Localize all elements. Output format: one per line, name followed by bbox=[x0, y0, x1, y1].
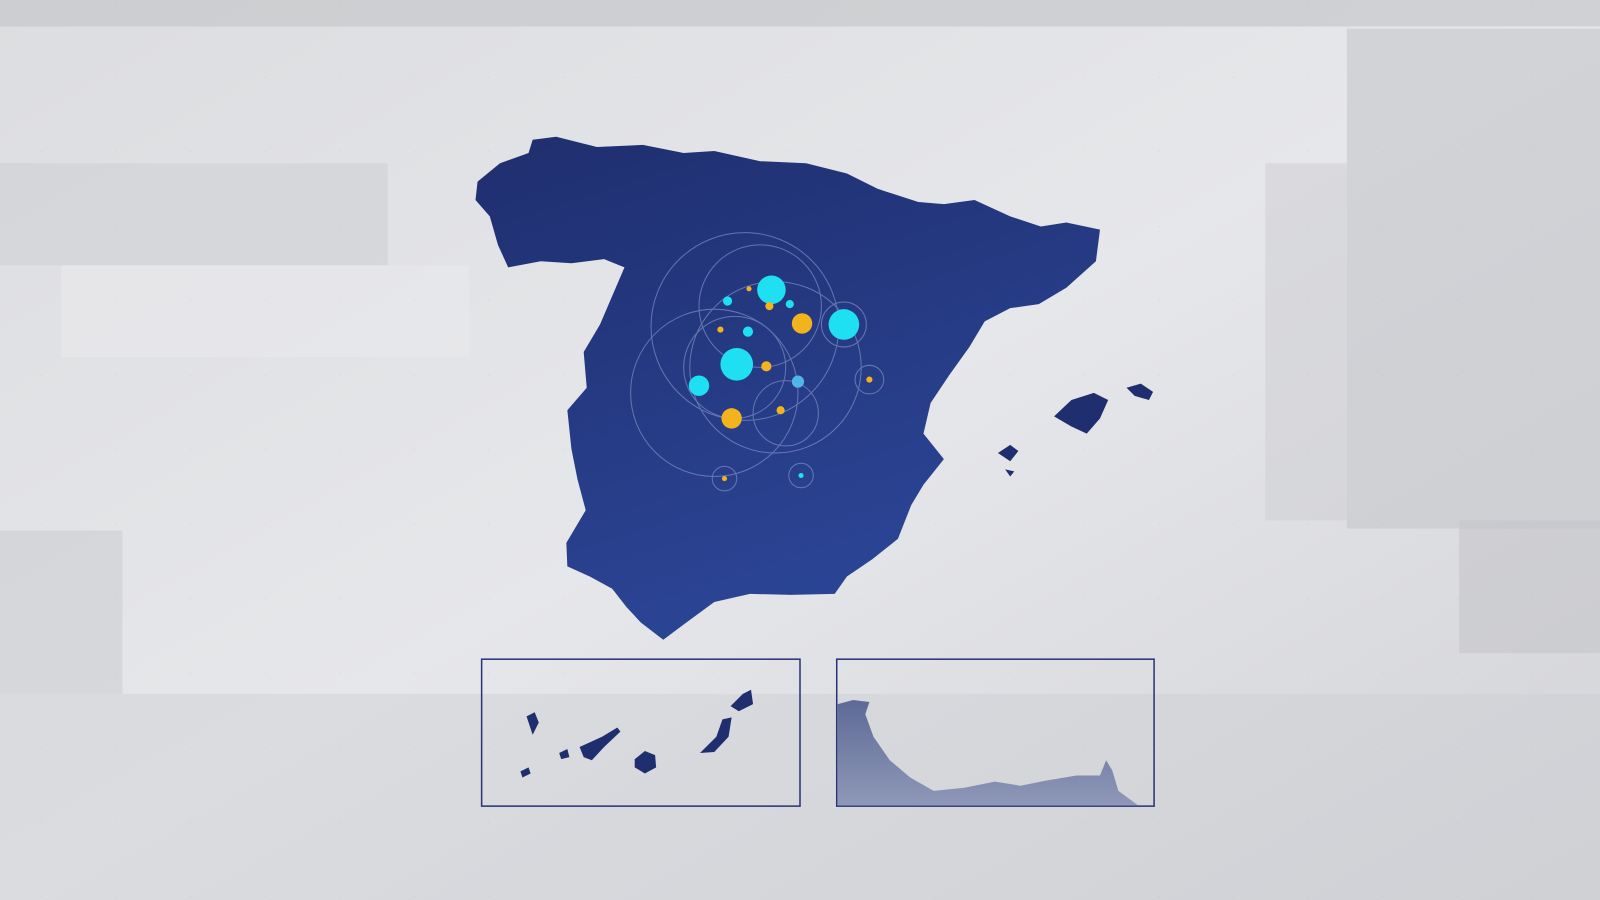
ring bbox=[698, 244, 822, 368]
ring bbox=[854, 364, 885, 395]
ceuta bbox=[837, 700, 1138, 806]
ring bbox=[788, 462, 814, 489]
marker bbox=[765, 302, 774, 311]
la-gomera bbox=[559, 748, 570, 760]
yellow-markers bbox=[717, 286, 873, 482]
marker bbox=[757, 275, 786, 305]
marker bbox=[776, 406, 785, 415]
marker bbox=[721, 476, 728, 482]
marker bbox=[722, 296, 733, 306]
marker bbox=[688, 375, 710, 396]
tenerife bbox=[579, 727, 621, 761]
menorca bbox=[1126, 383, 1154, 400]
marker bbox=[791, 313, 813, 334]
marker bbox=[798, 472, 804, 479]
fuerteventura bbox=[700, 717, 732, 754]
canary-inset bbox=[480, 658, 801, 807]
marker bbox=[746, 286, 752, 292]
marker bbox=[828, 309, 860, 340]
ibiza bbox=[997, 444, 1019, 477]
marker bbox=[761, 361, 772, 372]
canary-islands bbox=[520, 689, 754, 778]
marker bbox=[866, 376, 873, 383]
mainland bbox=[475, 136, 1100, 640]
la-palma bbox=[526, 712, 539, 735]
gran-canaria bbox=[634, 751, 657, 774]
el-hierro bbox=[520, 767, 531, 778]
ring bbox=[711, 465, 738, 492]
ring bbox=[630, 308, 799, 478]
marker bbox=[742, 326, 754, 337]
marker bbox=[721, 408, 742, 429]
marker bbox=[791, 375, 805, 388]
ceuta-inset bbox=[835, 658, 1155, 807]
ring bbox=[752, 380, 819, 447]
mallorca bbox=[1054, 392, 1109, 434]
ring bbox=[820, 301, 867, 348]
marker bbox=[717, 326, 724, 333]
lanzarote bbox=[730, 689, 754, 712]
cyan-markers bbox=[688, 275, 860, 479]
marker bbox=[720, 347, 754, 381]
marker bbox=[785, 300, 794, 309]
